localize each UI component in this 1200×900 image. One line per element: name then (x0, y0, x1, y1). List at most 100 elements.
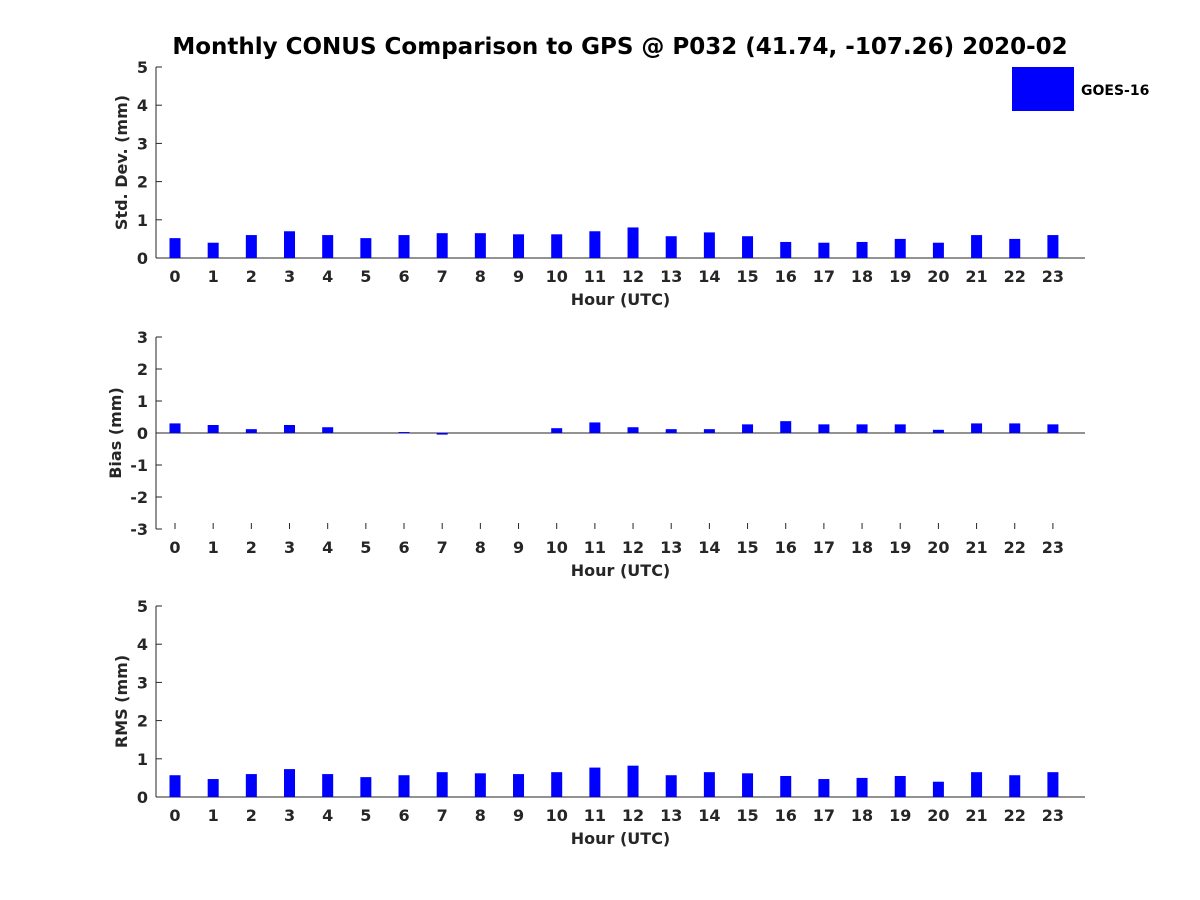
y-tick-label: 1 (137, 392, 148, 411)
bar-4 (322, 427, 334, 433)
x-tick-label: 13 (660, 538, 682, 557)
bar-17 (818, 242, 830, 258)
x-tick-label: 4 (322, 538, 333, 557)
x-tick-label: 0 (169, 267, 180, 286)
x-tick-label: 18 (851, 806, 873, 825)
bar-16 (780, 241, 792, 258)
bar-19 (894, 238, 906, 258)
x-tick-label: 10 (546, 806, 568, 825)
bar-6 (398, 775, 410, 797)
y-tick-label: 3 (137, 134, 148, 153)
x-tick-label: 12 (622, 806, 644, 825)
legend: GOES-16 (1012, 67, 1149, 111)
bar-5 (360, 238, 372, 258)
bar-22 (1009, 238, 1021, 258)
y-tick-label: 1 (137, 750, 148, 769)
x-tick-label: 9 (513, 267, 524, 286)
x-tick-label: 5 (360, 806, 371, 825)
bar-21 (971, 772, 983, 797)
x-tick-label: 22 (1004, 806, 1026, 825)
y-tick-label: 0 (137, 424, 148, 443)
x-tick-label: 19 (889, 267, 911, 286)
x-tick-label: 5 (360, 267, 371, 286)
x-tick-label: 22 (1004, 267, 1026, 286)
x-tick-label: 14 (698, 538, 720, 557)
legend-label: GOES-16 (1081, 83, 1149, 99)
y-tick-label: 3 (137, 673, 148, 692)
y-tick-label: -3 (130, 520, 148, 539)
x-tick-label: 23 (1042, 267, 1064, 286)
bar-4 (322, 774, 334, 797)
x-tick-label: 5 (360, 538, 371, 557)
x-tick-label: 3 (284, 538, 295, 557)
bar-1 (207, 425, 219, 433)
x-tick-label: 19 (889, 806, 911, 825)
bar-4 (322, 235, 334, 258)
x-tick-label: 0 (169, 806, 180, 825)
bar-8 (474, 773, 486, 797)
x-tick-label: 6 (398, 267, 409, 286)
x-tick-label: 21 (965, 538, 987, 557)
bar-6 (398, 235, 410, 258)
x-tick-label: 2 (246, 538, 257, 557)
bar-19 (894, 424, 906, 433)
x-tick-label: 16 (775, 267, 797, 286)
x-tick-label: 16 (775, 806, 797, 825)
bar-14 (703, 429, 715, 433)
bar-1 (207, 242, 219, 258)
x-tick-label: 19 (889, 538, 911, 557)
x-tick-label: 18 (851, 538, 873, 557)
y-tick-label: 2 (137, 173, 148, 192)
bar-13 (665, 236, 677, 258)
x-tick-label: 1 (208, 267, 219, 286)
bar-3 (284, 769, 296, 797)
bar-15 (742, 236, 754, 258)
x-tick-label: 14 (698, 806, 720, 825)
bar-8 (474, 233, 486, 258)
bar-10 (551, 234, 563, 258)
bar-13 (665, 775, 677, 797)
x-tick-label: 17 (813, 267, 835, 286)
y-tick-label: 5 (137, 58, 148, 77)
x-tick-label: 23 (1042, 806, 1064, 825)
x-tick-label: 8 (475, 538, 486, 557)
bar-5 (360, 777, 372, 797)
bar-7 (436, 433, 448, 435)
bar-11 (589, 422, 601, 433)
bar-19 (894, 775, 906, 797)
x-tick-label: 2 (246, 267, 257, 286)
bar-17 (818, 424, 830, 433)
bar-2 (245, 774, 257, 797)
x-axis-label: Hour (UTC) (571, 290, 671, 309)
bar-3 (284, 425, 296, 433)
bar-3 (284, 231, 296, 258)
x-tick-label: 10 (546, 267, 568, 286)
bar-10 (551, 428, 563, 433)
x-tick-label: 7 (437, 267, 448, 286)
bar-23 (1047, 772, 1059, 797)
x-tick-label: 17 (813, 806, 835, 825)
x-tick-label: 21 (965, 806, 987, 825)
bar-12 (627, 427, 639, 433)
x-tick-label: 13 (660, 267, 682, 286)
bar-13 (665, 429, 677, 433)
x-tick-label: 6 (398, 806, 409, 825)
bar-23 (1047, 424, 1059, 433)
bar-20 (932, 781, 944, 797)
x-tick-label: 20 (927, 806, 949, 825)
x-tick-label: 15 (736, 806, 758, 825)
x-tick-label: 8 (475, 806, 486, 825)
bar-15 (742, 773, 754, 797)
x-tick-label: 4 (322, 267, 333, 286)
y-tick-label: 0 (137, 788, 148, 807)
bar-12 (627, 227, 639, 258)
x-tick-label: 11 (584, 538, 606, 557)
bar-0 (169, 238, 181, 258)
x-tick-label: 12 (622, 267, 644, 286)
x-tick-label: 3 (284, 267, 295, 286)
x-tick-label: 8 (475, 267, 486, 286)
bar-0 (169, 423, 181, 433)
